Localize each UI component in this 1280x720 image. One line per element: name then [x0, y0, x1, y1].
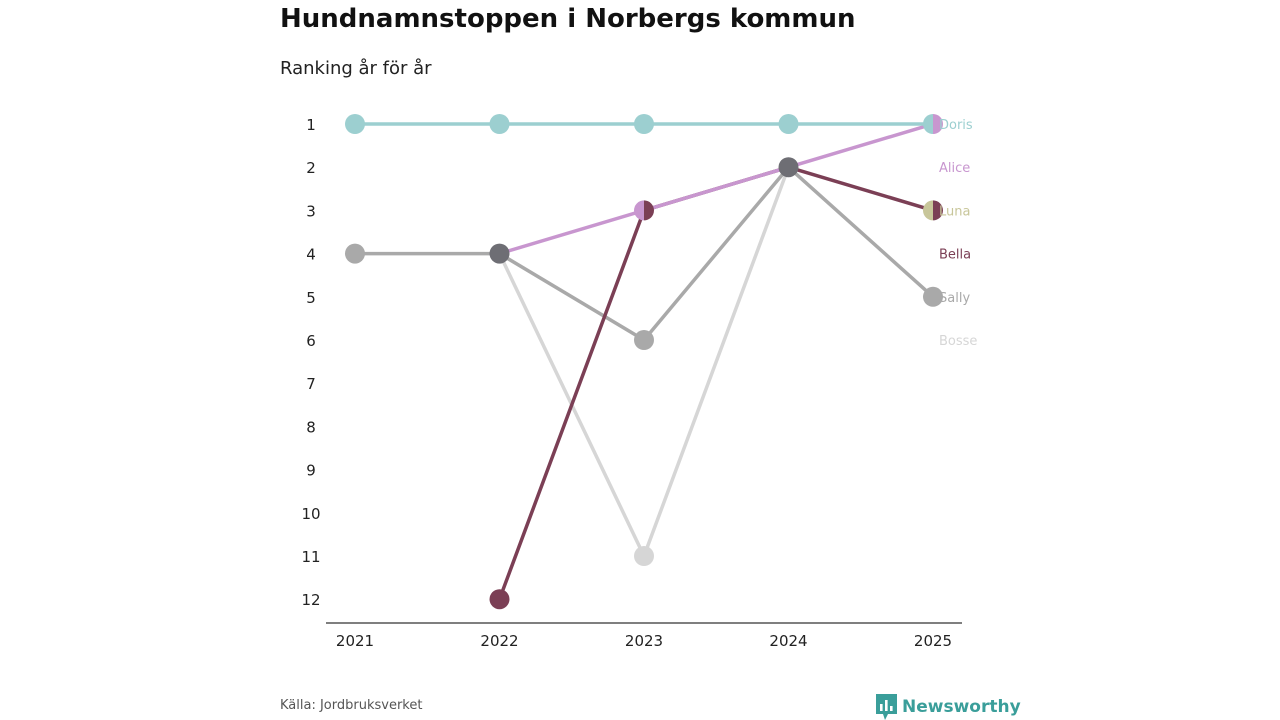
series-label-alice: Alice [939, 161, 970, 176]
x-tick-label-2025: 2025 [914, 632, 952, 650]
y-tick-label-9: 9 [306, 462, 316, 480]
brand-name: Newsworthy [902, 697, 1021, 717]
y-tick-label-1: 1 [306, 116, 316, 134]
point-bella-2022 [489, 589, 510, 610]
y-tick-label-3: 3 [306, 202, 316, 220]
point-sally-2023 [634, 330, 654, 350]
series-line-bosse-2023-2024 [642, 165, 791, 558]
chart-subtitle: Ranking år för år [280, 58, 432, 79]
point-bosse-2023 [634, 546, 654, 566]
point-doris-2024 [778, 114, 799, 134]
brand-logo[interactable]: Newsworthy [876, 694, 1021, 720]
series-label-luna: Luna [939, 204, 970, 219]
y-tick-label-7: 7 [306, 375, 316, 393]
x-tick-label-2021: 2021 [336, 632, 374, 650]
y-tick-label-4: 4 [306, 246, 316, 264]
chart-title: Hundnamnstoppen i Norbergs kommun [280, 4, 856, 34]
point-bella-luna-2025-left-half [923, 200, 933, 221]
point-bella-alice-2023-left-half [634, 200, 644, 221]
y-tick-label-8: 8 [306, 418, 316, 436]
y-tick-label-12: 12 [301, 591, 320, 609]
series-line-bella-2022-2023 [497, 208, 646, 601]
series-label-sally: Sally [939, 291, 970, 306]
point-doris-2023 [634, 114, 654, 134]
y-tick-label-2: 2 [306, 159, 316, 177]
y-tick-label-5: 5 [306, 289, 316, 307]
x-tick-label-2022: 2022 [480, 632, 518, 650]
point-bosse-sally-bella-alice-2024 [778, 157, 799, 178]
point-bella-alice-2023-right-half [644, 200, 654, 221]
point-alice-doris-2025-right-half [933, 114, 943, 134]
x-tick-label-2024: 2024 [769, 632, 807, 650]
series-line-alice-2024-2025 [786, 122, 935, 169]
point-bosse-sally-alice-2022 [489, 243, 510, 264]
series-line-sally-2023-2024 [642, 165, 791, 342]
series-line-alice-2022-2023 [497, 208, 646, 256]
point-doris-2021 [345, 114, 365, 134]
y-tick-label-10: 10 [301, 505, 320, 523]
series-line-alice-2023-2024 [642, 165, 791, 213]
point-sally-2025 [923, 286, 943, 307]
y-tick-label-6: 6 [306, 332, 316, 350]
point-alice-doris-2025-left-half [923, 114, 933, 134]
series-label-bella: Bella [939, 248, 971, 263]
y-tick-label-11: 11 [301, 548, 320, 566]
point-bella-luna-2025-right-half [933, 200, 943, 221]
series-line-sally-2022-2023 [497, 251, 646, 342]
series-label-doris: Doris [939, 118, 973, 133]
point-sally-2021 [345, 243, 365, 264]
source-note: Källa: Jordbruksverket [280, 698, 423, 713]
series-line-bella-2024-2025 [786, 165, 935, 213]
point-doris-2022 [489, 114, 510, 134]
x-tick-label-2023: 2023 [625, 632, 663, 650]
bar-chart-logo-icon [876, 694, 897, 720]
series-label-bosse: Bosse [939, 334, 977, 349]
series-line-sally-2024-2025 [786, 165, 935, 299]
